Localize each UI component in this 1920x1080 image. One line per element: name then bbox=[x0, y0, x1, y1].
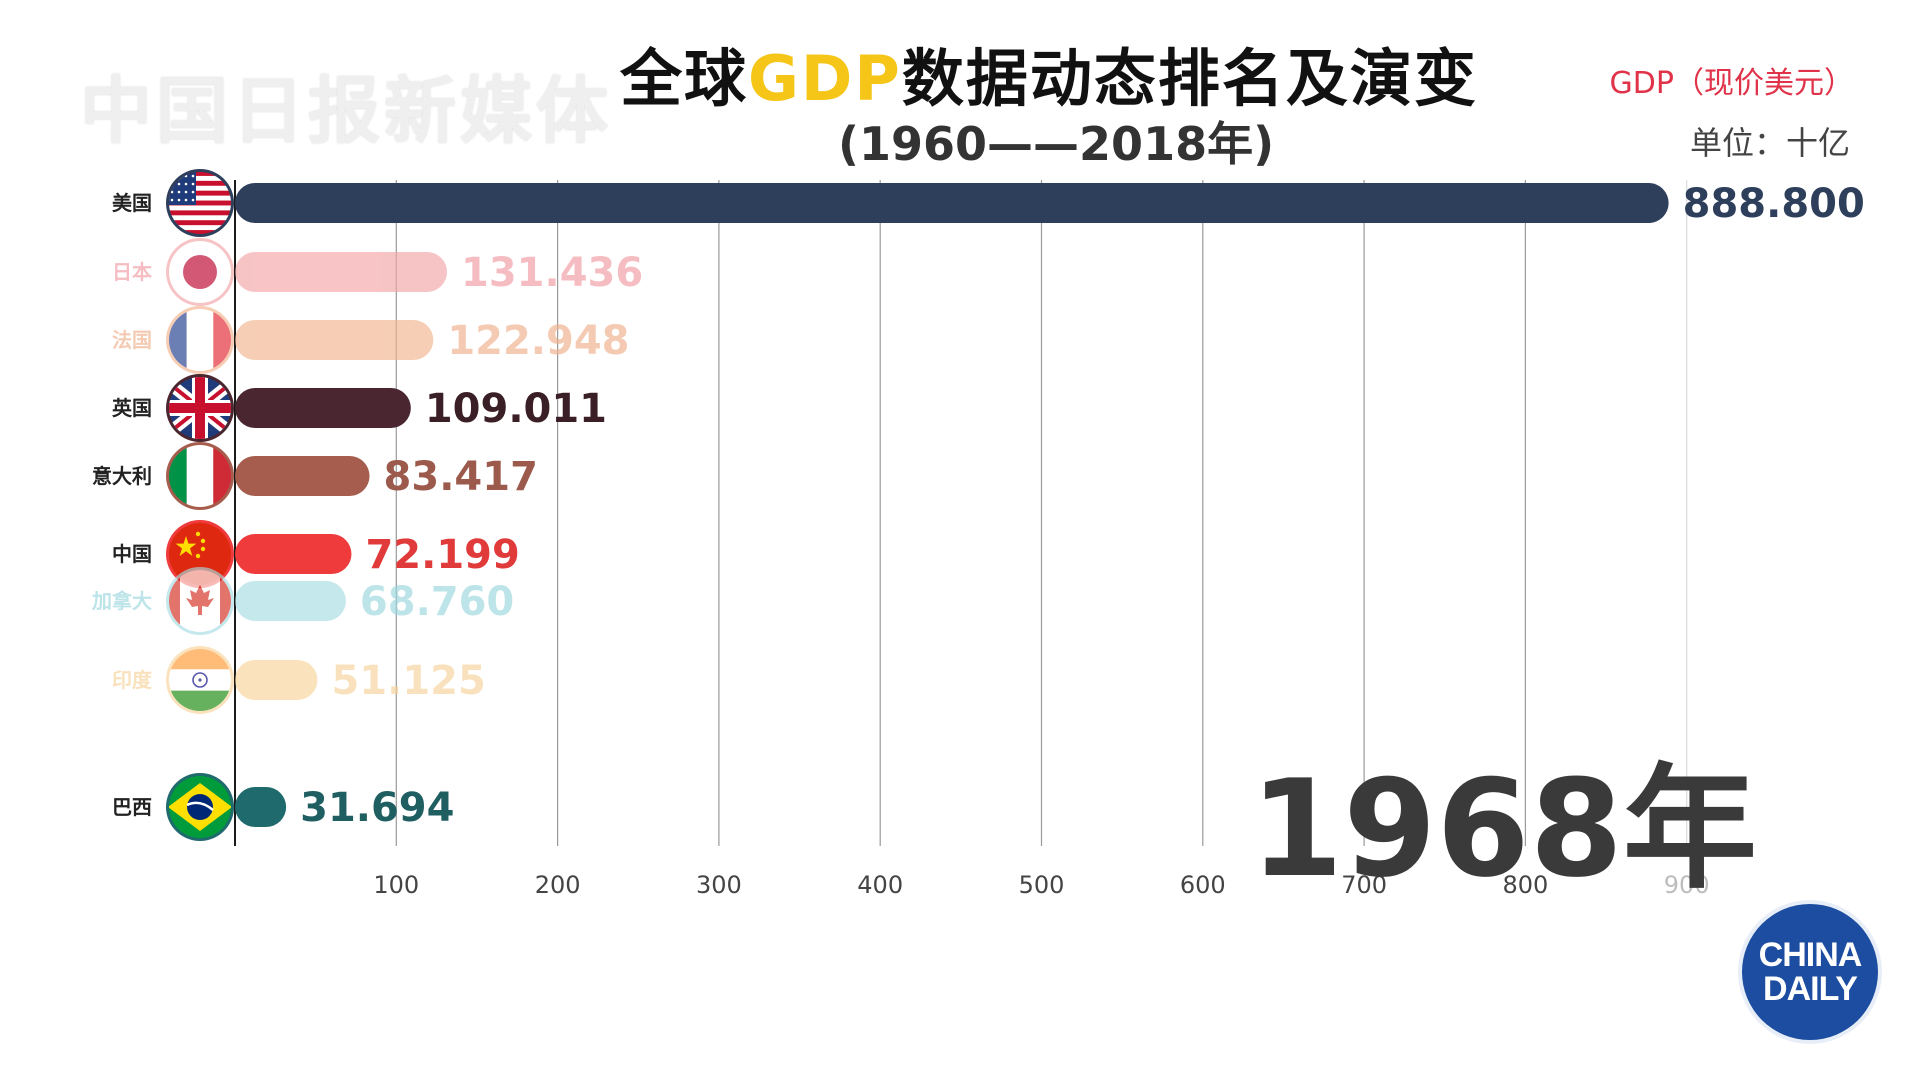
bar bbox=[235, 581, 346, 621]
x-tick-label: 200 bbox=[535, 871, 581, 899]
category-label: 英国 bbox=[112, 396, 152, 420]
category-label: 法国 bbox=[112, 328, 152, 352]
logo-line-1: CHINA bbox=[1758, 936, 1863, 974]
uk-flag-icon bbox=[166, 374, 234, 442]
unit-scale-label: 单位：十亿 bbox=[1689, 124, 1850, 162]
grid-lines bbox=[395, 180, 1688, 846]
brazil-flag-icon bbox=[166, 773, 234, 841]
title-suffix: 数据动态排名及演变 bbox=[901, 42, 1478, 115]
year-indicator: 1968年 bbox=[1250, 751, 1757, 907]
title-prefix: 全球 bbox=[620, 42, 749, 115]
x-tick-label: 600 bbox=[1180, 871, 1226, 899]
x-tick-label: 100 bbox=[373, 871, 419, 899]
bar-row: 加拿大 68.760 bbox=[91, 567, 514, 635]
title-highlight: GDP bbox=[748, 42, 902, 115]
bars: 美国 888.800 日本 131.436 法国 122.948 英国 109.011 意大利 8… bbox=[91, 169, 1865, 841]
bar bbox=[235, 388, 411, 428]
france-flag-icon bbox=[166, 306, 234, 374]
x-tick-label: 900 bbox=[1664, 871, 1710, 899]
unit-label: GDP（现价美元） bbox=[1609, 66, 1854, 101]
canada-flag-icon bbox=[166, 567, 234, 635]
bar-row: 巴西 31.694 bbox=[112, 773, 454, 841]
value-label: 131.436 bbox=[461, 250, 643, 296]
bar bbox=[235, 456, 370, 496]
category-label: 日本 bbox=[112, 260, 152, 284]
category-label: 美国 bbox=[112, 191, 152, 215]
bar bbox=[235, 252, 448, 292]
bar-row: 日本 131.436 bbox=[112, 238, 643, 306]
bar bbox=[235, 320, 434, 360]
us-flag-icon bbox=[166, 169, 234, 237]
x-tick-label: 800 bbox=[1502, 871, 1548, 899]
chart-title: 全球GDP数据动态排名及演变 bbox=[620, 28, 1478, 118]
x-tick-label: 300 bbox=[696, 871, 742, 899]
chart-subtitle: (1960——2018年) bbox=[838, 117, 1275, 171]
category-label: 意大利 bbox=[92, 464, 152, 488]
value-label: 68.760 bbox=[360, 579, 514, 625]
bar-row: 英国 109.011 bbox=[112, 374, 607, 442]
value-label: 31.694 bbox=[300, 785, 454, 831]
value-label: 83.417 bbox=[384, 454, 538, 500]
category-label: 中国 bbox=[112, 542, 152, 566]
bar bbox=[235, 660, 318, 700]
bar-row: 法国 122.948 bbox=[112, 306, 630, 374]
value-label: 51.125 bbox=[331, 658, 485, 704]
value-label: 109.011 bbox=[425, 386, 607, 432]
bar bbox=[235, 787, 287, 827]
bar-row: 意大利 83.417 bbox=[92, 442, 538, 510]
bar-row: 印度 51.125 bbox=[112, 646, 486, 714]
india-flag-icon bbox=[166, 646, 234, 714]
x-tick-label: 400 bbox=[857, 871, 903, 899]
value-label: 122.948 bbox=[447, 318, 629, 364]
japan-flag-icon bbox=[166, 238, 234, 306]
category-label: 加拿大 bbox=[91, 589, 152, 613]
x-axis-ticks: 100 200 300 400 500 600 700 800 900 bbox=[373, 871, 1709, 899]
bar bbox=[235, 183, 1669, 223]
logo-line-2: DAILY bbox=[1763, 970, 1858, 1008]
bar bbox=[235, 534, 352, 574]
x-tick-label: 700 bbox=[1341, 871, 1387, 899]
bar-row: 美国 888.800 bbox=[112, 169, 1865, 237]
china-daily-logo: CHINA DAILY bbox=[1742, 904, 1878, 1040]
category-label: 印度 bbox=[112, 668, 153, 692]
watermark-text: 中国日报新媒体 bbox=[80, 68, 613, 153]
value-label: 888.800 bbox=[1683, 181, 1865, 227]
x-tick-label: 500 bbox=[1019, 871, 1065, 899]
category-label: 巴西 bbox=[112, 795, 152, 819]
bar-row: 中国 72.199 bbox=[112, 520, 520, 588]
value-label: 72.199 bbox=[365, 532, 519, 578]
italy-flag-icon bbox=[166, 442, 234, 510]
